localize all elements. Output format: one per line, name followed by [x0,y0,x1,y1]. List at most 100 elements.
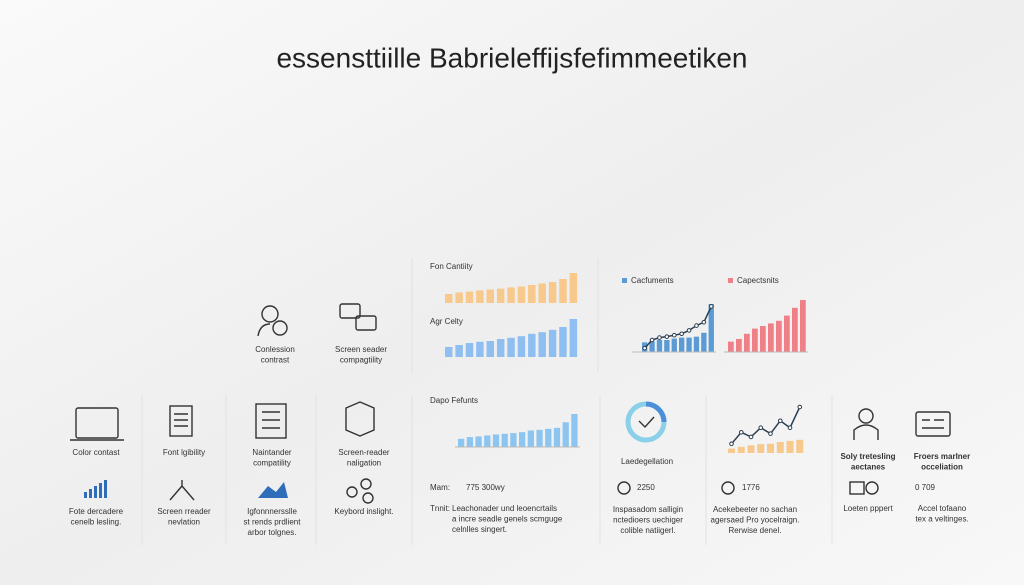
label: Igfonnnersslle [247,507,297,516]
bar [545,428,552,447]
label: cenelb lesling. [71,518,122,527]
bar [538,332,546,357]
trend-point [694,323,699,328]
bar [664,340,670,352]
bar [736,339,742,352]
label: Color contast [72,448,120,457]
label: Keybord inslight. [334,507,393,516]
trend-point [729,441,734,447]
bar [527,430,534,447]
separators [141,258,833,545]
trend-point [671,332,677,338]
bar [757,444,765,453]
label: colible natiigerl. [620,526,675,535]
bar [536,429,543,447]
bar [571,414,578,447]
bar [528,285,536,303]
legend-swatch [622,278,627,283]
bar [768,323,774,352]
bar [752,328,758,352]
bar [486,289,495,303]
bar [455,345,463,357]
trend-point [797,404,803,410]
label: Fote dercadere [69,507,124,516]
trend-point [708,304,714,309]
bar [553,427,561,447]
bar [458,438,465,447]
label: Capectsnits [737,276,779,285]
bar [484,435,491,447]
label: Fon Cantiity [430,262,473,271]
trend-point [679,331,684,337]
bar [507,287,515,303]
bar [507,337,515,357]
label: a incre seadle genels scmguge [452,515,563,524]
label: Naintander [252,448,291,457]
trend-point [777,418,783,424]
bar [760,326,766,352]
label: Loeten pppert [843,504,893,513]
trend-line [644,306,712,349]
bar [517,286,526,303]
bar [538,283,546,303]
trend-point [768,431,773,436]
label: compatility [253,459,291,468]
bar [569,273,578,303]
trend-point [758,425,764,431]
label: Font lgibility [163,448,205,457]
label: 1776 [742,483,760,492]
bar [501,433,508,447]
bar [510,433,517,447]
bar [747,445,755,453]
label: arbor tolgnes. [248,528,297,537]
bar [767,443,775,453]
label: naligation [347,459,381,468]
bar [649,341,655,352]
label: Screen seader [335,345,387,354]
bar [559,279,567,303]
bar [686,337,692,352]
label: Tnnit: [430,504,450,513]
label: Inspasadom salligin [613,505,683,514]
bar [671,338,677,352]
label: 775 300wy [466,483,505,492]
bar [562,422,569,447]
trend-point [649,337,655,343]
label: contrast [261,356,290,365]
bar [445,347,453,357]
trend-point [738,430,744,435]
bar [693,336,700,352]
bar [708,304,714,352]
bar [455,292,463,303]
label: Froers marlner [914,452,970,461]
trend-point [664,334,670,339]
bar [475,436,482,447]
label: nctedioers uechiger [613,516,683,525]
bar [656,340,663,352]
label: occeliation [921,463,963,472]
legend-swatch [728,278,733,283]
bar [445,294,453,303]
label: Accel tofaano [918,504,967,513]
label: 0 709 [915,483,936,492]
bar [496,339,505,357]
bar [786,440,794,453]
bar [737,446,745,453]
label: Agr Celty [430,317,463,326]
bar [517,336,526,357]
label: Leachonader und leoencrtails [452,504,557,513]
label: Rerwise denel. [729,526,782,535]
label: Cacfuments [631,276,674,285]
label: Conlession [255,345,295,354]
trend-point [748,434,754,440]
bar [519,432,526,447]
title: essensttiille Babrieleffijsfefimmeetiken [276,42,747,73]
bar [465,291,474,303]
bar [728,341,734,352]
bar [800,300,806,352]
trend-point [701,319,707,325]
label: aectanes [851,463,886,472]
bar [476,290,484,303]
trend-point [657,335,662,340]
